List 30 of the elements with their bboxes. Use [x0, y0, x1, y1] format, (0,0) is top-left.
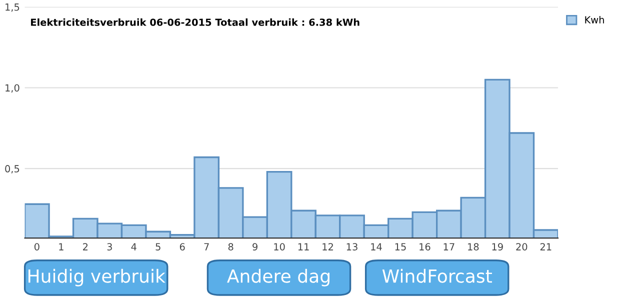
x-tick-label: 0: [34, 243, 40, 250]
x-tick-label: 9: [252, 243, 258, 250]
x-tick-label: 15: [395, 243, 406, 250]
text: Elektriciteitsverbruik 06-06-2015 Totaal verbruik : 6.38 kWh: [31, 18, 360, 26]
x-tick-label: 21: [540, 243, 552, 250]
x-tick-label: 20: [516, 243, 528, 250]
x-tick-label: 6: [180, 243, 185, 250]
x-tick-label: 12: [322, 243, 333, 250]
text: Huidig verbruik: [28, 268, 166, 286]
x-tick-label: 1: [59, 243, 64, 250]
x-tick-label: 17: [444, 243, 454, 250]
x-tick-label: 13: [346, 243, 358, 250]
y-tick-label: 1,5: [6, 4, 20, 12]
x-tick-label: 14: [371, 243, 382, 250]
x-tick-label: 19: [492, 243, 503, 250]
x-tick-label: 5: [156, 243, 160, 250]
y-tick-label: 1,0: [6, 84, 20, 93]
x-tick-label: 8: [228, 243, 234, 250]
x-tick-label: 3: [107, 243, 112, 250]
y-tick-label: 0,5: [5, 165, 20, 174]
x-tick-label: 4: [131, 243, 136, 250]
x-tick-label: 7: [204, 243, 209, 250]
text: Andere dag: [227, 268, 330, 286]
text: WindForcast: [382, 268, 492, 283]
x-tick-label: 10: [274, 243, 285, 250]
x-tick-label: 11: [298, 243, 309, 250]
x-tick-label: 18: [468, 243, 479, 250]
x-tick-label: 16: [420, 243, 430, 250]
x-tick-label: 2: [83, 243, 88, 250]
legend-label: Kwh: [585, 16, 604, 24]
